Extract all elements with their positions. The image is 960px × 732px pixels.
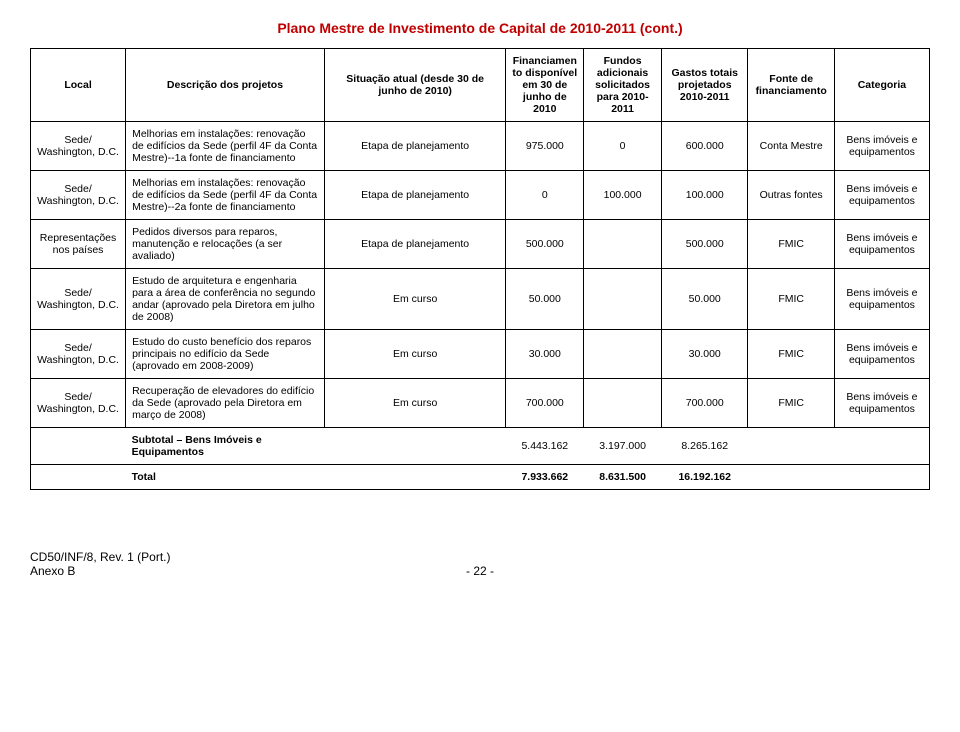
cell-situacao: Etapa de planejamento <box>324 220 506 269</box>
cell-financ: 700.000 <box>506 379 584 428</box>
col-fonte: Fonte de financiamento <box>748 49 834 122</box>
cell-gastos: 600.000 <box>662 122 748 171</box>
cell-local: Sede/ Washington, D.C. <box>31 379 126 428</box>
cell-situacao: Etapa de planejamento <box>324 122 506 171</box>
cell-financ: 0 <box>506 171 584 220</box>
cell-local: Sede/ Washington, D.C. <box>31 330 126 379</box>
cell-gastos: 700.000 <box>662 379 748 428</box>
col-local: Local <box>31 49 126 122</box>
cell-desc: Melhorias em instalações: renovação de e… <box>126 171 325 220</box>
cell-financ: 500.000 <box>506 220 584 269</box>
total-financ: 7.933.662 <box>506 465 584 490</box>
cell-gastos: 50.000 <box>662 269 748 330</box>
col-fundos: Fundos adicionais solicitados para 2010-… <box>584 49 662 122</box>
cell-categoria: Bens imóveis e equipamentos <box>834 330 929 379</box>
cell-desc: Estudo de arquitetura e engenharia para … <box>126 269 325 330</box>
cell-financ: 975.000 <box>506 122 584 171</box>
col-situacao: Situação atual (desde 30 de junho de 201… <box>324 49 506 122</box>
cell-fundos <box>584 269 662 330</box>
cell-desc: Recuperação de elevadores do edifício da… <box>126 379 325 428</box>
cell-financ: 30.000 <box>506 330 584 379</box>
cell-local: Representações nos países <box>31 220 126 269</box>
cell-fonte: Conta Mestre <box>748 122 834 171</box>
footer-anexo: Anexo B <box>30 564 75 578</box>
cell-local: Sede/ Washington, D.C. <box>31 171 126 220</box>
col-categoria: Categoria <box>834 49 929 122</box>
total-label: Total <box>126 465 325 490</box>
cell-situacao: Em curso <box>324 330 506 379</box>
table-row: Sede/ Washington, D.C. Melhorias em inst… <box>31 171 930 220</box>
subtotal-gastos: 8.265.162 <box>662 428 748 465</box>
page-footer: CD50/INF/8, Rev. 1 (Port.) Anexo B - 22 … <box>30 550 930 578</box>
subtotal-financ: 5.443.162 <box>506 428 584 465</box>
cell-fonte: FMIC <box>748 220 834 269</box>
cell-situacao: Etapa de planejamento <box>324 171 506 220</box>
cell-local: Sede/ Washington, D.C. <box>31 269 126 330</box>
cell-fonte: FMIC <box>748 379 834 428</box>
cell-fonte: FMIC <box>748 330 834 379</box>
table-row: Sede/ Washington, D.C. Melhorias em inst… <box>31 122 930 171</box>
subtotal-fundos: 3.197.000 <box>584 428 662 465</box>
cell-fundos <box>584 330 662 379</box>
col-descricao: Descrição dos projetos <box>126 49 325 122</box>
cell-desc: Pedidos diversos para reparos, manutençã… <box>126 220 325 269</box>
cell-categoria: Bens imóveis e equipamentos <box>834 269 929 330</box>
cell-fundos <box>584 220 662 269</box>
total-row: Total 7.933.662 8.631.500 16.192.162 <box>31 465 930 490</box>
cell-gastos: 100.000 <box>662 171 748 220</box>
cell-gastos: 30.000 <box>662 330 748 379</box>
col-gastos: Gastos totais projetados 2010-2011 <box>662 49 748 122</box>
cell-situacao: Em curso <box>324 269 506 330</box>
cell-fundos <box>584 379 662 428</box>
total-fundos: 8.631.500 <box>584 465 662 490</box>
investment-table: Local Descrição dos projetos Situação at… <box>30 48 930 490</box>
cell-categoria: Bens imóveis e equipamentos <box>834 122 929 171</box>
cell-financ: 50.000 <box>506 269 584 330</box>
subtotal-row: Subtotal – Bens Imóveis e Equipamentos 5… <box>31 428 930 465</box>
footer-ref: CD50/INF/8, Rev. 1 (Port.) <box>30 550 930 564</box>
col-financ: Financiamento disponível em 30 de junho … <box>506 49 584 122</box>
subtotal-label: Subtotal – Bens Imóveis e Equipamentos <box>126 428 325 465</box>
table-row: Sede/ Washington, D.C. Recuperação de el… <box>31 379 930 428</box>
cell-situacao: Em curso <box>324 379 506 428</box>
cell-gastos: 500.000 <box>662 220 748 269</box>
cell-categoria: Bens imóveis e equipamentos <box>834 379 929 428</box>
footer-page: - 22 - <box>75 564 884 578</box>
cell-desc: Estudo do custo benefício dos reparos pr… <box>126 330 325 379</box>
total-gastos: 16.192.162 <box>662 465 748 490</box>
cell-fundos: 0 <box>584 122 662 171</box>
cell-categoria: Bens imóveis e equipamentos <box>834 220 929 269</box>
cell-local: Sede/ Washington, D.C. <box>31 122 126 171</box>
table-row: Sede/ Washington, D.C. Estudo do custo b… <box>31 330 930 379</box>
cell-desc: Melhorias em instalações: renovação de e… <box>126 122 325 171</box>
page-title: Plano Mestre de Investimento de Capital … <box>30 20 930 36</box>
cell-fonte: Outras fontes <box>748 171 834 220</box>
table-row: Representações nos países Pedidos divers… <box>31 220 930 269</box>
table-row: Sede/ Washington, D.C. Estudo de arquite… <box>31 269 930 330</box>
cell-categoria: Bens imóveis e equipamentos <box>834 171 929 220</box>
cell-fonte: FMIC <box>748 269 834 330</box>
table-header-row: Local Descrição dos projetos Situação at… <box>31 49 930 122</box>
cell-fundos: 100.000 <box>584 171 662 220</box>
